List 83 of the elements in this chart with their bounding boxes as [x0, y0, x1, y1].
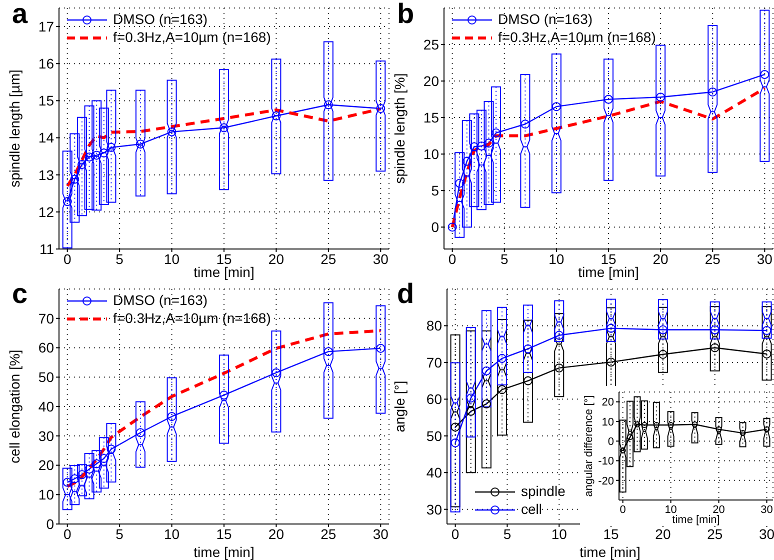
y-tick-label: 16: [38, 56, 54, 72]
x-tick-label: 20: [268, 250, 284, 267]
x-tick-label: 30: [372, 526, 389, 542]
x-tick-label: 20: [712, 504, 725, 516]
chart-title: c: [12, 278, 28, 310]
y-tick-label: 25: [423, 36, 440, 52]
y-tick-label: 50: [426, 428, 442, 444]
x-axis-title: time [min]: [580, 544, 640, 560]
y-tick-label: 70: [426, 354, 442, 370]
y-tick-label: 17: [38, 18, 54, 35]
legend-label: f=0.3Hz,A=10µm (n=168): [112, 309, 271, 327]
y-tick-label: 40: [38, 398, 54, 414]
x-tick-label: 0: [63, 250, 72, 267]
y-tick-label: 20: [602, 396, 614, 409]
legend-label: f=0.3Hz,A=10µm (n=168): [497, 28, 656, 46]
x-tick-label: 30: [758, 526, 774, 542]
x-tick-label: 0: [620, 504, 626, 516]
x-tick-label: 5: [503, 526, 512, 542]
x-tick-label: 15: [216, 250, 232, 267]
legend-label: DMSO (n=163): [112, 10, 209, 28]
y-tick-label: 15: [423, 110, 440, 126]
y-tick-label: 5: [431, 182, 440, 199]
x-tick-label: 0: [451, 526, 460, 542]
y-tick-label: 20: [423, 73, 440, 89]
x-tick-label: 25: [320, 250, 336, 267]
y-axis-title: spindle length [µm]: [6, 70, 23, 188]
y-tick-label: -20: [598, 475, 614, 488]
y-tick-label: 14: [38, 130, 54, 146]
x-tick-label: 25: [320, 526, 336, 542]
chart-title: b: [397, 0, 414, 30]
y-tick-label: 13: [38, 166, 54, 183]
y-tick-label: 60: [38, 340, 54, 356]
y-tick-label: 70: [38, 310, 54, 326]
legend-label: spindle: [520, 482, 566, 500]
x-tick-label: 30: [756, 250, 773, 267]
legend-label: f=0.3Hz,A=10µm (n=168): [112, 28, 271, 46]
legend-label: cell: [520, 500, 544, 518]
x-axis-title: time [min]: [672, 514, 720, 526]
x-tick-label: 20: [268, 526, 284, 542]
x-tick-label: 20: [655, 526, 671, 542]
x-tick-label: 30: [372, 250, 389, 267]
legend-label: DMSO (n=163): [497, 10, 594, 28]
y-tick-label: 10: [602, 416, 614, 428]
y-tick-label: -10: [598, 456, 614, 468]
x-axis-title: time [min]: [194, 544, 254, 560]
x-axis-title: time [min]: [578, 264, 639, 280]
x-tick-label: 5: [500, 250, 508, 267]
y-tick-label: 0: [46, 516, 54, 532]
y-axis-title: angular difference [°]: [582, 395, 595, 497]
chart-title: a: [12, 0, 28, 30]
x-tick-label: 10: [548, 250, 564, 267]
x-tick-label: 0: [448, 250, 456, 267]
x-tick-label: 5: [116, 526, 124, 542]
x-tick-label: 25: [704, 250, 721, 267]
x-tick-label: 30: [760, 504, 773, 516]
y-axis-title: cell elongation [%]: [6, 350, 23, 464]
x-tick-label: 10: [551, 526, 568, 542]
x-tick-label: 0: [63, 526, 72, 542]
y-axis-title: spindle length [%]: [392, 73, 408, 184]
y-tick-label: 0: [431, 219, 440, 236]
x-tick-label: 20: [652, 250, 669, 267]
y-tick-label: 10: [423, 146, 440, 162]
y-tick-label: 40: [426, 464, 442, 481]
y-tick-label: 50: [38, 369, 54, 386]
y-tick-label: 80: [426, 318, 442, 334]
y-tick-label: 60: [426, 391, 442, 408]
legend-label: DMSO (n=163): [112, 291, 209, 309]
y-tick-label: 15: [38, 92, 54, 109]
x-tick-label: 15: [216, 526, 232, 542]
y-tick-label: 10: [38, 486, 54, 503]
y-tick-label: 20: [38, 457, 54, 474]
y-tick-label: 0: [608, 436, 614, 448]
x-tick-label: 10: [164, 250, 180, 267]
y-tick-label: 30: [38, 428, 54, 444]
y-tick-label: 11: [39, 240, 54, 257]
x-axis-title: time [min]: [194, 264, 254, 280]
x-tick-label: 25: [707, 526, 723, 542]
chart-title: d: [397, 278, 414, 310]
y-axis-title: angle [°]: [392, 380, 408, 432]
y-tick-label: 12: [38, 204, 54, 220]
x-tick-label: 5: [116, 250, 124, 267]
x-tick-label: 10: [664, 504, 677, 516]
x-tick-label: 10: [164, 526, 180, 542]
